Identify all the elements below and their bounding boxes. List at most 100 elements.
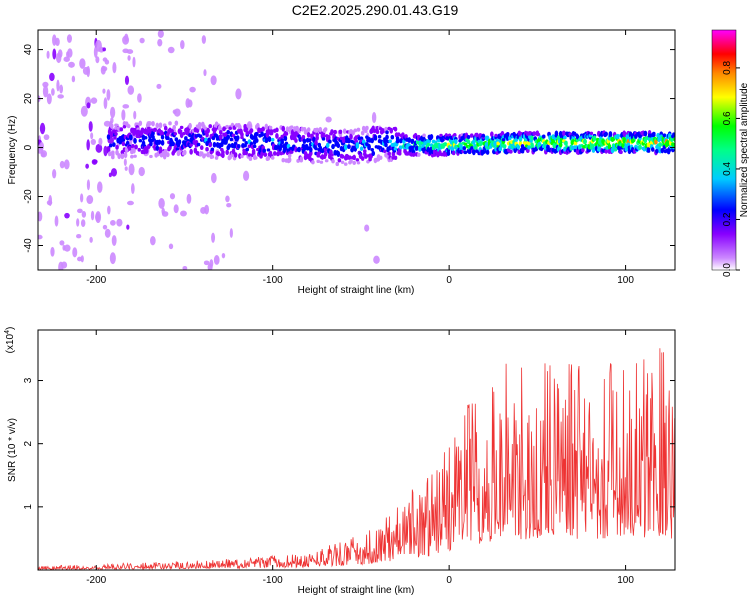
spectrogram-cell	[317, 151, 322, 155]
spectrogram-cell	[129, 134, 133, 140]
spectrogram-cell	[77, 208, 83, 214]
spectrogram-cell	[443, 142, 448, 147]
y-tick-label: 1	[23, 504, 34, 510]
spectrogram-cell	[301, 68, 306, 78]
colorbar-gradient	[711, 29, 737, 271]
spectrogram-cell	[355, 158, 360, 162]
y-tick-label: 3	[23, 377, 34, 383]
spectrogram-cell	[536, 132, 541, 137]
spectrogram-cell	[195, 128, 200, 134]
spectrogram-cell	[331, 159, 335, 164]
spectrogram-cell	[502, 144, 507, 149]
spectrogram-cell	[213, 199, 218, 205]
spectrogram-cell	[38, 211, 43, 222]
spectrogram-cell	[173, 84, 179, 90]
spectrogram-cell	[387, 151, 391, 156]
spectrogram-cell	[662, 133, 667, 138]
spectrogram-cell	[160, 131, 165, 136]
spectrogram-cell	[370, 137, 375, 144]
spectrogram-cell	[59, 160, 65, 169]
spectrogram-cell	[127, 85, 135, 95]
spectrogram-cell	[57, 94, 64, 99]
spectrogram-cell	[273, 151, 277, 156]
spectrogram-cell	[626, 142, 631, 147]
colorbar-tick-label: 0.6	[722, 111, 733, 125]
spectrogram-cell	[616, 133, 620, 140]
spectrogram-cell	[343, 162, 348, 166]
spectrogram-cell	[330, 153, 334, 157]
spectrogram-cell	[226, 203, 232, 208]
spectrogram-cell	[643, 130, 648, 137]
spectrogram-cell	[219, 200, 226, 212]
spectrogram-cell	[81, 211, 87, 218]
spectrogram-cell	[50, 246, 55, 257]
spectrogram-cell	[370, 148, 375, 152]
spectrogram-cell	[522, 146, 527, 151]
spectrogram-cell	[106, 89, 111, 101]
spectrogram-cell	[132, 56, 136, 68]
x-tick-label: 100	[617, 575, 634, 586]
spectrogram-cell	[383, 149, 387, 154]
colorbar: 0.0 0.2 0.4 0.6 0.8 Normalized spectral ampl…	[711, 29, 750, 277]
spectrogram-cell	[211, 39, 215, 51]
spectrogram-cell	[133, 154, 137, 158]
spectrogram-cell	[39, 122, 46, 135]
spectrogram-cell	[652, 131, 656, 136]
spectrogram-cell	[297, 146, 301, 153]
spectrogram-cell	[210, 75, 217, 86]
colorbar-label: Normalized spectral amplitude	[739, 82, 750, 217]
chart-title: C2E2.2025.290.01.43.G19	[291, 2, 459, 18]
spectrogram-cell	[158, 198, 165, 209]
spectrogram-cell	[243, 170, 250, 182]
spectrogram-cell	[270, 155, 275, 160]
spectrogram-cell	[286, 143, 291, 149]
spectrogram-cell	[284, 131, 289, 136]
spectrogram-cell	[110, 168, 118, 177]
spectrogram-cell	[139, 131, 144, 137]
spectrogram-cell	[168, 243, 174, 250]
spectrogram-cell	[347, 144, 351, 150]
spectrogram-cell	[109, 123, 114, 129]
spectrogram-cell	[518, 137, 523, 141]
spectrogram-cell	[161, 211, 169, 217]
spectrogram-cell	[206, 151, 210, 158]
spectrogram-cell	[347, 137, 351, 144]
spectrogram-cell	[490, 131, 494, 138]
spectrogram-cell	[205, 132, 209, 138]
spectrogram-cell	[356, 161, 361, 165]
x-tick-label: 100	[617, 275, 634, 286]
spectrogram-cell	[203, 260, 210, 266]
x-tick-label: 0	[446, 575, 452, 586]
snr-x-axis-label: Height of straight line (km)	[298, 585, 415, 596]
spectrogram-cell	[203, 153, 207, 157]
spectrogram-cell	[226, 134, 231, 140]
spectrogram-cell	[122, 124, 127, 129]
spectrogram-cell	[180, 100, 185, 110]
x-tick-label: -200	[86, 275, 106, 286]
spectrogram-cell	[208, 124, 213, 129]
snr-multiplier-label: (x104)	[4, 327, 16, 354]
spectrogram-cell	[306, 132, 311, 138]
spectrogram-cell	[494, 133, 498, 138]
spectrogram-cell	[95, 56, 100, 64]
spectrogram-cell	[362, 149, 367, 153]
spectrogram-cell	[213, 254, 220, 265]
spectrogram-cell	[336, 143, 341, 149]
spectrogram-cell	[124, 166, 128, 171]
spectrogram-cell	[331, 144, 335, 150]
spectrogram-cell	[359, 146, 364, 151]
spectrogram-cell	[377, 134, 382, 139]
spectrogram-cell	[314, 140, 318, 146]
spectrogram-cell	[202, 97, 207, 108]
spectrogram-cell	[365, 125, 369, 131]
spectrogram-cell	[228, 126, 233, 130]
spectrogram-cell	[104, 59, 110, 65]
spectrogram-cell	[451, 150, 456, 156]
spectrogram-cell	[244, 150, 249, 156]
spectrogram-cell	[139, 37, 145, 44]
spectrogram-cell	[500, 130, 505, 136]
spectrogram-cell	[319, 160, 324, 164]
spectrogram-cell	[173, 132, 178, 136]
spectrogram-cell	[541, 134, 546, 139]
spectrogram-cell	[429, 134, 434, 140]
